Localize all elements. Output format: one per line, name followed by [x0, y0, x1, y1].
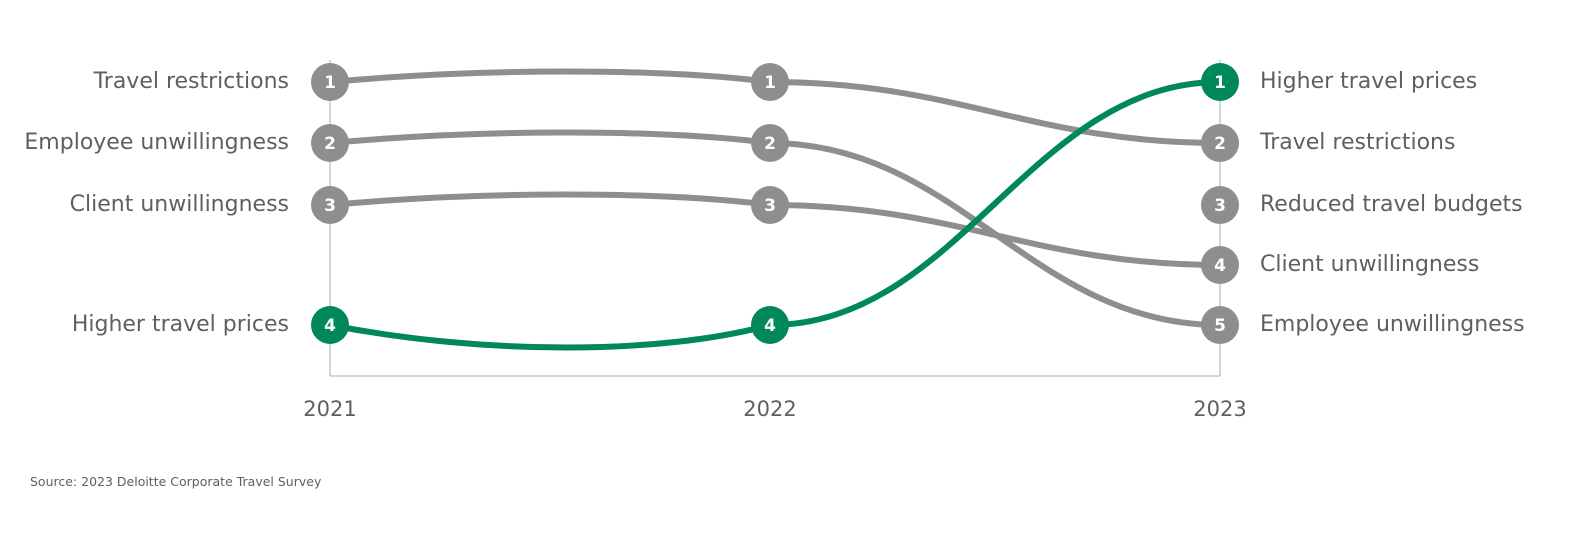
rank-number: 3 — [324, 196, 336, 216]
left-label-client-unwillingness: Client unwillingness — [70, 192, 289, 217]
rank-number: 4 — [764, 316, 776, 336]
rank-number: 4 — [1214, 256, 1226, 276]
rank-number: 2 — [324, 134, 336, 154]
rank-marker-employee-unwillingness — [1201, 306, 1239, 344]
rank-number: 5 — [1214, 316, 1226, 336]
rank-marker-client-unwillingness — [311, 186, 349, 224]
right-label-higher-travel-prices: Higher travel prices — [1260, 69, 1477, 94]
series-line-employee-unwillingness — [327, 129, 1223, 328]
rank-number: 3 — [1214, 196, 1226, 216]
rank-number: 1 — [764, 73, 776, 93]
rank-marker-travel-restrictions — [1201, 124, 1239, 162]
right-label-client-unwillingness: Client unwillingness — [1260, 252, 1479, 277]
right-label-employee-unwillingness: Employee unwillingness — [1260, 312, 1525, 337]
left-label-employee-unwillingness: Employee unwillingness — [24, 130, 289, 155]
rank-marker-higher-travel-prices — [311, 306, 349, 344]
rank-marker-client-unwillingness — [751, 186, 789, 224]
right-label-reduced-travel-budgets: Reduced travel budgets — [1260, 192, 1523, 217]
left-label-travel-restrictions: Travel restrictions — [93, 69, 289, 94]
left-label-higher-travel-prices: Higher travel prices — [72, 312, 289, 337]
rank-number: 4 — [324, 316, 336, 336]
right-label-travel-restrictions: Travel restrictions — [1259, 130, 1455, 155]
rank-number: 2 — [1214, 134, 1226, 154]
rank-number: 3 — [764, 196, 776, 216]
rank-number: 1 — [324, 73, 336, 93]
series-line-higher-travel-prices — [327, 79, 1223, 351]
rank-marker-travel-restrictions — [311, 63, 349, 101]
rank-marker-employee-unwillingness — [751, 124, 789, 162]
rank-marker-employee-unwillingness — [311, 124, 349, 162]
rank-marker-client-unwillingness — [1201, 246, 1239, 284]
rank-marker-reduced-travel-budgets — [1201, 186, 1239, 224]
rank-number: 2 — [764, 134, 776, 154]
source-note: Source: 2023 Deloitte Corporate Travel S… — [30, 474, 322, 489]
rank-number: 1 — [1214, 73, 1226, 93]
rank-marker-higher-travel-prices — [1201, 63, 1239, 101]
x-tick-label: 2023 — [1193, 397, 1246, 421]
rank-marker-travel-restrictions — [751, 63, 789, 101]
rank-marker-higher-travel-prices — [751, 306, 789, 344]
x-tick-label: 2022 — [743, 397, 796, 421]
x-tick-label: 2021 — [303, 397, 356, 421]
